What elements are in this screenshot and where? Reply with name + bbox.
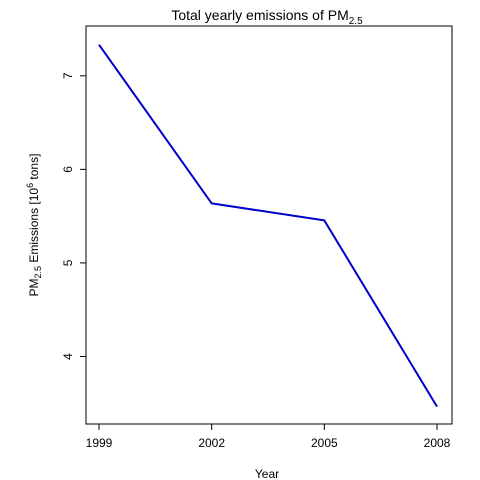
y-axis: 4 5 6 7 (61, 72, 86, 360)
y-axis-label-superscript: 6 (25, 183, 35, 188)
y-axis-label-subscript: 2.5 (33, 266, 43, 279)
y-axis-label-middle: Emissions [10 (27, 188, 41, 266)
y-tick-label: 7 (61, 72, 75, 79)
y-tick-label: 6 (61, 166, 75, 173)
series-line (98, 44, 438, 408)
x-tick-label: 2008 (424, 436, 451, 450)
y-axis-label-suffix: tons] (27, 154, 41, 183)
x-tick-label: 1999 (86, 436, 113, 450)
series-layer (98, 44, 438, 408)
chart-title-subscript: 2.5 (349, 16, 363, 27)
chart-title: Total yearly emissions of PM2.5 (171, 7, 363, 27)
x-tick-label: 2002 (198, 436, 225, 450)
chart-title-main: Total yearly emissions of PM (171, 7, 348, 23)
y-axis-label-prefix: PM (27, 278, 41, 296)
x-axis-label: Year (255, 467, 279, 480)
x-axis: 1999 2002 2005 2008 (86, 424, 451, 450)
y-tick-label: 4 (61, 353, 75, 360)
x-tick-label: 2005 (311, 436, 338, 450)
y-tick-label: 5 (61, 259, 75, 266)
plot-frame (85, 25, 453, 425)
y-axis-label: PM2.5 Emissions [106 tons] (25, 154, 43, 297)
